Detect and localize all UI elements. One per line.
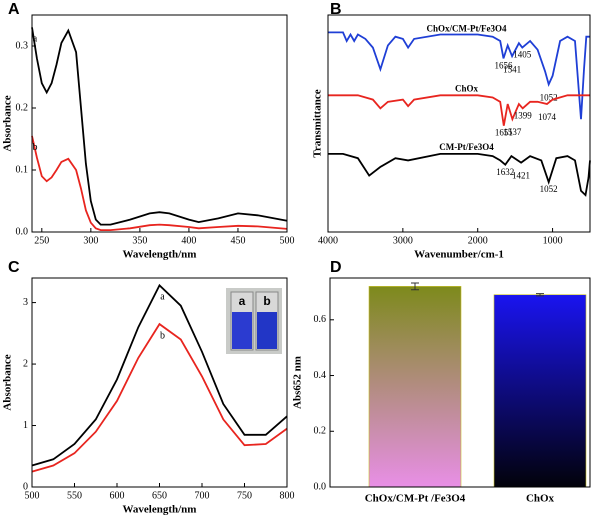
x-tick-label: 350 [132, 235, 147, 246]
y-tick-label: 0.3 [16, 40, 29, 51]
y-tick-label: 0.0 [314, 481, 327, 492]
x-axis-label: Wavenumber/cm-1 [414, 249, 504, 261]
y-tick-label: 0.0 [16, 226, 29, 237]
x-tick-label: 450 [230, 235, 245, 246]
x-tick-label: 300 [83, 235, 98, 246]
x-tick-label: 500 [280, 235, 295, 246]
x-tick-label: 3000 [393, 235, 413, 246]
x-tick-label: 250 [34, 235, 49, 246]
series-line [328, 153, 591, 197]
x-tick-label: 650 [152, 490, 167, 501]
peak-label: 1074 [538, 112, 557, 122]
panel-letter: A [8, 1, 20, 18]
series-label: b [160, 330, 165, 341]
x-tick-label: 500 [25, 490, 40, 501]
inset-label: a [239, 294, 246, 308]
inset-label: b [263, 294, 270, 308]
x-axis-label: Wavelength/nm [123, 249, 197, 261]
inset-photo: a b [226, 288, 282, 354]
y-tick-label: 0 [23, 481, 28, 492]
series-label: ChOx [455, 83, 479, 93]
series-line [31, 135, 288, 231]
x-tick-label: 700 [195, 490, 210, 501]
x-tick-label: 750 [237, 490, 252, 501]
peak-label: 1405 [513, 50, 532, 60]
x-tick-label: 400 [181, 235, 196, 246]
bar [368, 286, 462, 488]
x-tick-label: ChOx [526, 493, 555, 505]
bar [493, 294, 587, 488]
y-tick-label: 0.4 [314, 370, 327, 381]
y-tick-label: 1 [23, 420, 28, 431]
x-tick-label: 1000 [543, 235, 563, 246]
x-tick-label: 550 [67, 490, 82, 501]
x-tick-label: 800 [280, 490, 295, 501]
peak-label: 1632 [496, 167, 514, 177]
series-line [31, 27, 288, 226]
y-tick-label: 0.6 [314, 314, 327, 325]
y-axis-label: Abs652 nm [292, 356, 304, 409]
series-line [328, 94, 590, 126]
y-tick-label: 2 [23, 358, 28, 369]
peak-label: 1052 [540, 93, 558, 103]
x-tick-label: 600 [110, 490, 125, 501]
y-axis-label: Absorbance [2, 95, 14, 151]
panel-letter: B [330, 1, 342, 18]
series-label: a [33, 34, 38, 45]
x-axis-label: Wavelength/nm [123, 504, 197, 516]
y-axis-label: Transmittance [312, 89, 324, 157]
y-tick-label: 0.2 [16, 102, 29, 113]
y-tick-label: 3 [23, 297, 28, 308]
peak-label: 1052 [540, 184, 558, 194]
series-line [328, 31, 590, 120]
series-label: b [33, 142, 38, 153]
error-bar [411, 282, 419, 291]
x-tick-label: 2000 [468, 235, 488, 246]
y-tick-label: 0.2 [314, 426, 327, 437]
series-label: ChOx/CM-Pt/Fe3O4 [426, 23, 506, 33]
x-tick-label: ChOx/CM-Pt /Fe3O4 [365, 493, 466, 505]
series-label: CM-Pt/Fe3O4 [439, 142, 494, 152]
plot-frame [329, 277, 591, 488]
peak-label: 1421 [512, 171, 530, 181]
peak-label: 1656 [494, 60, 513, 70]
series-label: a [160, 292, 165, 303]
x-tick-label: 4000 [318, 235, 338, 246]
plot-frame [31, 14, 288, 233]
error-bar [536, 293, 544, 297]
series-line [31, 322, 288, 473]
y-axis-label: Absorbance [2, 354, 14, 410]
panel-letter: C [8, 259, 20, 276]
peak-label: 1399 [514, 110, 533, 120]
plot-frame [327, 14, 591, 233]
y-tick-label: 0.1 [16, 164, 29, 175]
plot-frame [31, 277, 288, 488]
panel-letter: D [330, 259, 342, 276]
peak-label: 1651 [495, 128, 513, 138]
peak-label: 1541 [503, 64, 521, 74]
peak-label: 1537 [503, 127, 522, 137]
series-line [31, 283, 288, 467]
